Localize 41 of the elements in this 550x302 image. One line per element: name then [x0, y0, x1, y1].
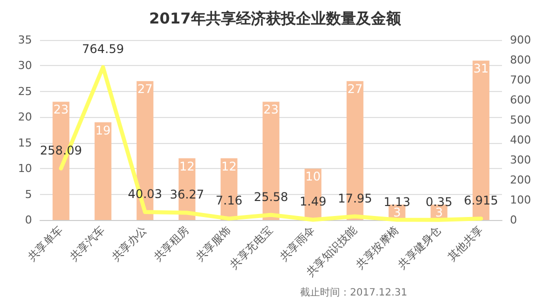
y2-tick-label: 100: [510, 194, 531, 206]
bar: [94, 122, 112, 220]
y-tick-label: 25: [18, 84, 32, 98]
y2-tick-label: 700: [510, 74, 531, 86]
x-tick-label: 其他共享: [445, 223, 486, 264]
data-label: 27: [347, 82, 363, 96]
chart-title: 2017年共享经济获投企业数量及金额: [149, 10, 402, 28]
x-tick-label: 共享租房: [151, 223, 192, 264]
data-label: 1.49: [300, 194, 326, 209]
data-label: 7.16: [216, 194, 242, 208]
y2-tick-label: 200: [510, 174, 531, 186]
y-tick-label: 30: [18, 59, 32, 72]
data-label: 23: [53, 102, 69, 117]
y2-tick-label: 300: [510, 154, 531, 166]
y2-tick-label: 600: [510, 94, 531, 106]
y-tick-label: 20: [18, 110, 32, 124]
data-label: 31: [473, 62, 489, 76]
data-label: 12: [221, 159, 237, 174]
data-label: 23: [263, 102, 279, 117]
y2-tick-label: 500: [510, 114, 531, 126]
y-tick-label: 5: [25, 188, 32, 201]
y2-tick-label: 400: [510, 134, 531, 146]
data-label: 25.58: [254, 190, 288, 204]
y2-tick-label: 0: [510, 214, 517, 226]
data-label: 19: [95, 123, 111, 138]
y2-tick-label: 900: [510, 34, 531, 46]
x-tick-label: 共享办公: [109, 223, 150, 264]
y2-tick-label: 800: [510, 54, 531, 66]
y-tick-label: 10: [18, 162, 32, 176]
y-tick-label: 35: [18, 34, 32, 46]
data-label: 12: [179, 159, 195, 174]
data-label: 36.27: [170, 188, 204, 202]
data-label: 17.95: [338, 191, 372, 206]
data-label: 10: [305, 170, 321, 184]
data-label: 6.915: [464, 194, 498, 208]
y-tick-label: 15: [18, 136, 32, 150]
data-label: 764.59: [82, 42, 124, 56]
text: 截止时间：2017.12.31: [300, 286, 408, 298]
x-tick-label: 共享汽车: [67, 223, 108, 264]
data-label: 40.03: [128, 186, 162, 201]
data-label: 27: [137, 82, 153, 96]
